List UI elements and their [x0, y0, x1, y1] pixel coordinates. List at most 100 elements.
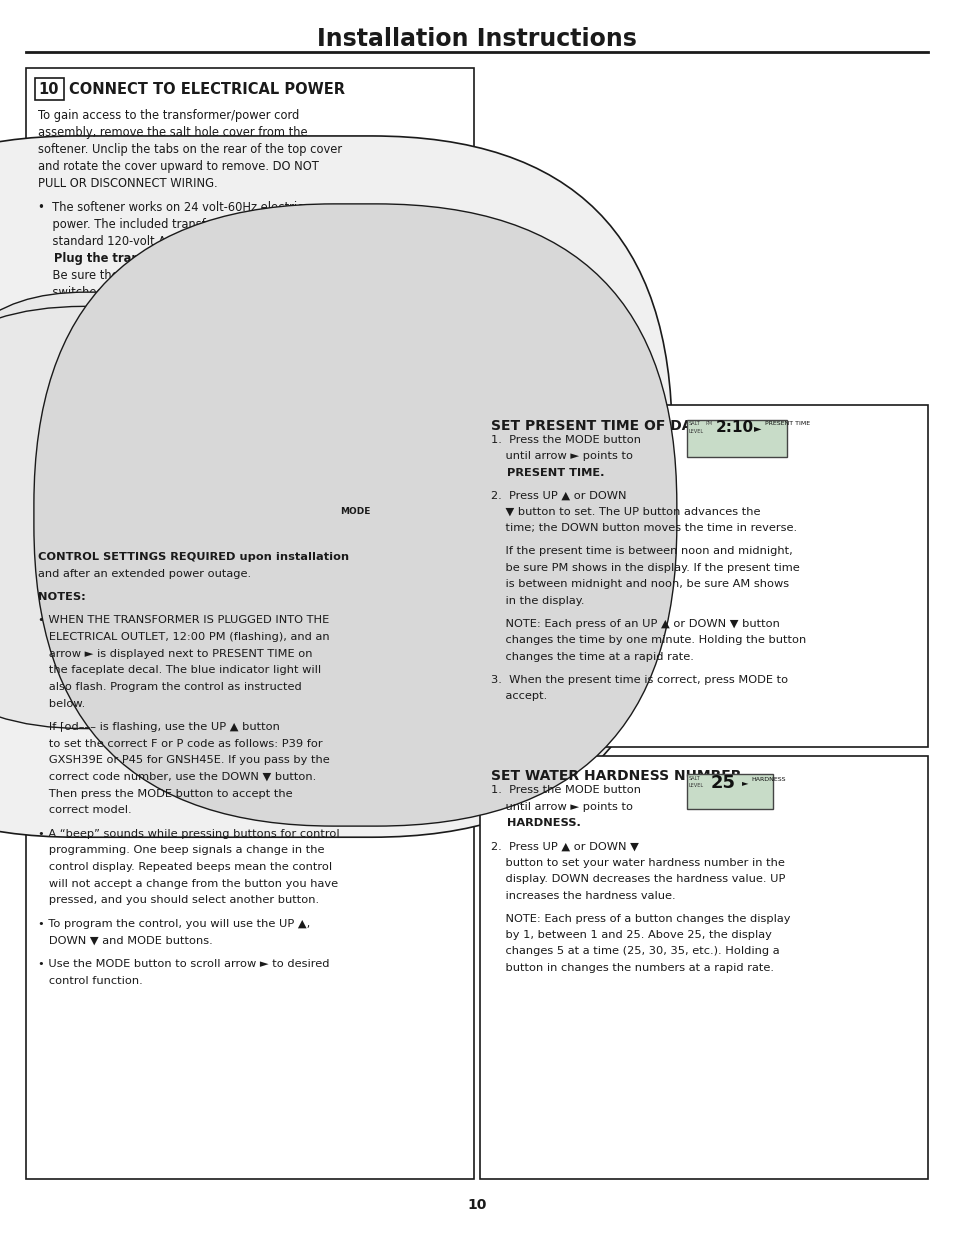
Text: HARDNESS.: HARDNESS.	[491, 819, 580, 829]
Text: RECHARGE TIME: RECHARGE TIME	[271, 494, 334, 503]
Text: also flash. Program the control as instructed: also flash. Program the control as instr…	[38, 682, 301, 692]
Text: GXSH39E or P45 for GNSH45E. If you pass by the: GXSH39E or P45 for GNSH45E. If you pass …	[38, 756, 330, 766]
Text: • Use the MODE button to scroll arrow ► to desired: • Use the MODE button to scroll arrow ► …	[38, 958, 330, 968]
Text: DOWN ▼ and MODE buttons.: DOWN ▼ and MODE buttons.	[38, 936, 213, 946]
Bar	[35, 78, 64, 100]
Text: softener. Unclip the tabs on the rear of the top cover: softener. Unclip the tabs on the rear of…	[38, 143, 342, 156]
Text: assembly, remove the salt hole cover from the: assembly, remove the salt hole cover fro…	[38, 126, 308, 138]
Text: standard 120-volt AC house power to 24 volts.: standard 120-volt AC house power to 24 v…	[38, 235, 319, 248]
Text: CONTROL SETTINGS REQUIRED upon installation: CONTROL SETTINGS REQUIRED upon installat…	[38, 552, 349, 562]
Text: control display. Repeated beeps mean the control: control display. Repeated beeps mean the…	[38, 862, 332, 872]
Text: If ⌈od––– is flashing, use the UP ▲ button: If ⌈od––– is flashing, use the UP ▲ butt…	[38, 722, 280, 732]
Text: programming. One beep signals a change in the: programming. One beep signals a change i…	[38, 846, 324, 856]
Text: 2:10: 2:10	[715, 420, 753, 435]
Text: Be sure the outlet is always live so it can not be: Be sure the outlet is always live so it …	[38, 269, 329, 282]
Text: ▼: ▼	[95, 477, 103, 487]
Text: PM: PM	[143, 451, 151, 456]
Text: display. DOWN decreases the hardness value. UP: display. DOWN decreases the hardness val…	[491, 874, 785, 884]
Text: PRESENT TIME: PRESENT TIME	[271, 464, 326, 473]
FancyBboxPatch shape	[0, 306, 317, 729]
Text: ♥+: ♥+	[94, 510, 107, 519]
Text: To gain access to the transformer/power cord: To gain access to the transformer/power …	[38, 109, 299, 122]
Text: NOTES:: NOTES:	[38, 592, 86, 601]
Text: changes the time at a rapid rate.: changes the time at a rapid rate.	[491, 652, 694, 662]
Text: SALT: SALT	[688, 776, 700, 781]
Text: and rotate the cover upward to remove. DO NOT: and rotate the cover upward to remove. D…	[38, 159, 318, 173]
Text: 10:00: 10:00	[151, 448, 199, 463]
Text: Plug the transformer into a 120-volt outlet only.: Plug the transformer into a 120-volt out…	[38, 252, 368, 264]
Text: 3.  When the present time is correct, press MODE to: 3. When the present time is correct, pre…	[491, 674, 787, 684]
Text: •  Replace the top cover.: • Replace the top cover.	[38, 310, 181, 322]
Bar	[686, 420, 786, 457]
Text: the faceplate decal. The blue indicator light will: the faceplate decal. The blue indicator …	[38, 666, 321, 676]
Bar	[686, 774, 772, 809]
Text: increases the hardness value.: increases the hardness value.	[491, 890, 676, 900]
Text: control function.: control function.	[38, 976, 143, 986]
Text: below.: below.	[38, 699, 86, 709]
Text: ▲: ▲	[95, 447, 103, 457]
Text: until arrow ► points to: until arrow ► points to	[491, 451, 633, 461]
Text: LEVEL: LEVEL	[124, 458, 140, 463]
Text: in the display.: in the display.	[491, 595, 584, 605]
Text: LEVEL: LEVEL	[688, 429, 703, 433]
Text: button to set your water hardness number in the: button to set your water hardness number…	[491, 858, 784, 868]
Text: to set the correct F or P code as follows: P39 for: to set the correct F or P code as follow…	[38, 739, 322, 748]
Text: HARDNESS: HARDNESS	[751, 777, 785, 782]
Text: 10: 10	[467, 1198, 486, 1212]
Text: PROGRAMMING THE CONTROL: PROGRAMMING THE CONTROL	[38, 419, 274, 432]
Text: button in changes the numbers at a rapid rate.: button in changes the numbers at a rapid…	[491, 963, 774, 973]
Text: SET PRESENT TIME OF DAY: SET PRESENT TIME OF DAY	[491, 419, 700, 432]
Text: HARDNESS: HARDNESS	[271, 479, 313, 488]
Text: CONNECT TO ELECTRICAL POWER: CONNECT TO ELECTRICAL POWER	[69, 82, 344, 96]
Text: PM: PM	[705, 421, 712, 426]
Text: 2.  Press UP ▲ or DOWN: 2. Press UP ▲ or DOWN	[491, 490, 626, 500]
Text: Installation Instructions: Installation Instructions	[316, 27, 637, 51]
Text: 25: 25	[710, 774, 735, 793]
Text: • A “beep” sounds while pressing buttons for control: • A “beep” sounds while pressing buttons…	[38, 829, 339, 839]
Text: 2.  Press UP ▲ or DOWN ▼: 2. Press UP ▲ or DOWN ▼	[491, 841, 639, 851]
Text: be sure PM shows in the display. If the present time: be sure PM shows in the display. If the …	[491, 563, 800, 573]
FancyBboxPatch shape	[0, 293, 262, 616]
Text: LEVEL: LEVEL	[688, 783, 703, 788]
Text: until arrow ► points to: until arrow ► points to	[491, 802, 633, 811]
Text: 10: 10	[38, 82, 58, 96]
Text: SALT LEVEL: SALT LEVEL	[271, 450, 314, 458]
Text: PRESENT TIME.: PRESENT TIME.	[491, 468, 604, 478]
FancyBboxPatch shape	[34, 204, 676, 826]
Text: NOTE: Each press of an UP ▲ or DOWN ▼ button: NOTE: Each press of an UP ▲ or DOWN ▼ bu…	[491, 619, 780, 629]
Bar	[479, 756, 927, 1179]
Text: 148: 148	[151, 496, 185, 515]
Text: SET WATER HARDNESS NUMBER: SET WATER HARDNESS NUMBER	[491, 769, 741, 783]
Bar	[26, 68, 474, 336]
Text: 1.  Press the MODE button: 1. Press the MODE button	[491, 785, 640, 795]
Text: changes 5 at a time (25, 30, 35, etc.). Holding a: changes 5 at a time (25, 30, 35, etc.). …	[491, 946, 780, 956]
Text: •  The softener works on 24 volt-60Hz electric: • The softener works on 24 volt-60Hz ele…	[38, 201, 303, 214]
Text: by 1, between 1 and 25. Above 25, the display: by 1, between 1 and 25. Above 25, the di…	[491, 930, 771, 940]
Text: arrow ► is displayed next to PRESENT TIME on: arrow ► is displayed next to PRESENT TIM…	[38, 648, 313, 658]
Text: NOTE: Each press of a button changes the display: NOTE: Each press of a button changes the…	[491, 914, 790, 924]
Text: ELECTRICAL OUTLET, 12:00 PM (flashing), and an: ELECTRICAL OUTLET, 12:00 PM (flashing), …	[38, 632, 330, 642]
Text: MODE: MODE	[340, 508, 370, 516]
Text: changes the time by one minute. Holding the button: changes the time by one minute. Holding …	[491, 635, 805, 645]
Text: PULL OR DISCONNECT WIRING.: PULL OR DISCONNECT WIRING.	[38, 177, 217, 190]
Text: DAYS TO EMPTY: DAYS TO EMPTY	[127, 482, 166, 487]
Text: ▼ button to set. The UP button advances the: ▼ button to set. The UP button advances …	[491, 508, 760, 517]
Text: time; the DOWN button moves the time in reverse.: time; the DOWN button moves the time in …	[491, 524, 797, 534]
Text: switched off by mistake.: switched off by mistake.	[38, 287, 193, 299]
Text: correct model.: correct model.	[38, 805, 132, 815]
Text: SALT: SALT	[124, 451, 136, 456]
Text: 1.  Press the MODE button: 1. Press the MODE button	[491, 435, 640, 445]
Bar	[122, 447, 263, 521]
Bar	[26, 405, 474, 1179]
Text: •  Replace the salt hole cover.: • Replace the salt hole cover.	[38, 333, 212, 347]
Text: ►: ►	[753, 424, 760, 433]
Text: is between midnight and noon, be sure AM shows: is between midnight and noon, be sure AM…	[491, 579, 789, 589]
Bar	[479, 405, 927, 747]
Text: accept.: accept.	[491, 690, 547, 701]
FancyBboxPatch shape	[0, 136, 671, 837]
Text: ►: ►	[741, 778, 748, 787]
Text: SALT: SALT	[688, 421, 700, 426]
Text: power. The included transformer changes: power. The included transformer changes	[38, 217, 293, 231]
Text: If the present time is between noon and midnight,: If the present time is between noon and …	[491, 546, 792, 557]
Text: and after an extended power outage.: and after an extended power outage.	[38, 568, 251, 579]
